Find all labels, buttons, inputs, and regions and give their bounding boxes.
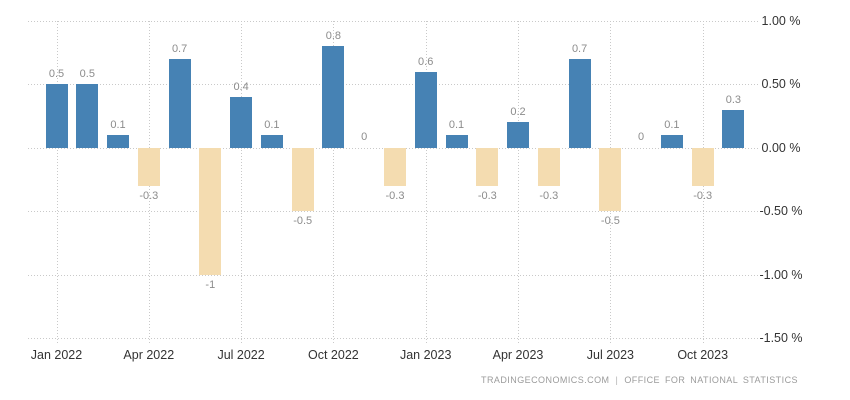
bar-value-label: -0.5 xyxy=(600,215,620,228)
bar-value-label: -0.3 xyxy=(139,189,159,202)
source-office-national-statistics: OFFICE FOR NATIONAL STATISTICS xyxy=(624,375,798,385)
bar-value-label: -0.3 xyxy=(385,189,405,202)
gridline-vertical xyxy=(241,21,243,345)
gridline-horizontal xyxy=(28,84,758,86)
bar-value-label: 0.1 xyxy=(664,119,680,132)
bar-negative[interactable] xyxy=(691,147,714,186)
bar-positive[interactable] xyxy=(722,109,745,148)
bar-positive[interactable] xyxy=(45,84,68,148)
bar-value-label: 0.3 xyxy=(725,93,742,106)
bar-negative[interactable] xyxy=(199,147,222,275)
bar-positive[interactable] xyxy=(168,59,191,148)
bar-negative[interactable] xyxy=(599,147,622,212)
bar-value-label: -1 xyxy=(205,278,216,291)
bar-value-label: 0.7 xyxy=(571,43,588,55)
bar-value-label: 0 xyxy=(638,130,645,143)
gridline-horizontal xyxy=(28,211,758,213)
gridline-vertical xyxy=(425,21,427,345)
gridline-horizontal xyxy=(28,338,758,339)
y-tick-label: 1.00 % xyxy=(761,14,801,28)
bar-value-label: -0.3 xyxy=(477,189,497,202)
y-tick-label: 0.50 % xyxy=(761,77,801,92)
bar-value-label: -0.3 xyxy=(693,189,713,202)
x-tick-label: Oct 2023 xyxy=(677,348,729,362)
bar-positive[interactable] xyxy=(260,135,283,148)
bar-positive[interactable] xyxy=(568,59,591,148)
x-tick-label: Jul 2022 xyxy=(217,348,265,362)
bar-value-label: 0.5 xyxy=(48,68,65,81)
gridline-horizontal xyxy=(28,274,758,276)
bar-positive[interactable] xyxy=(660,135,683,148)
bar-negative[interactable] xyxy=(384,147,406,186)
bar-value-label: 0 xyxy=(361,130,368,143)
gridline-vertical xyxy=(518,21,519,345)
gridline-vertical xyxy=(333,21,335,345)
bar-value-label: 0.7 xyxy=(171,43,188,55)
source-tradingeconomics: TRADINGECONOMICS.COM xyxy=(481,375,610,385)
bar-positive[interactable] xyxy=(507,122,529,148)
bar-positive[interactable] xyxy=(76,84,99,148)
y-tick-label: -1.00 % xyxy=(759,267,803,282)
gridline-vertical xyxy=(56,21,58,345)
bar-value-label: 0.1 xyxy=(110,119,126,132)
y-tick-label: 0.00 % xyxy=(761,140,801,155)
bar-negative[interactable] xyxy=(291,147,314,212)
bar-value-label: -0.3 xyxy=(539,189,559,202)
x-tick-label: Jul 2023 xyxy=(586,348,635,362)
bar-positive[interactable] xyxy=(322,46,345,148)
bar-negative[interactable] xyxy=(537,147,560,186)
x-tick-label: Jan 2022 xyxy=(30,348,83,362)
attribution-separator: | xyxy=(615,375,619,385)
bar-positive[interactable] xyxy=(414,71,437,148)
chart-attribution: TRADINGECONOMICS.COM | OFFICE FOR NATIONAL… xyxy=(481,375,798,385)
bar-value-label: 0.8 xyxy=(325,30,342,43)
bar-value-label: 0.2 xyxy=(510,106,526,119)
bar-positive[interactable] xyxy=(107,135,129,148)
bar-negative[interactable] xyxy=(476,147,499,186)
bar-value-label: 0.4 xyxy=(233,81,249,94)
x-tick-label: Apr 2022 xyxy=(123,348,175,362)
bar-value-label: -0.5 xyxy=(293,215,313,228)
gridline-horizontal xyxy=(28,21,758,22)
x-tick-label: Jan 2023 xyxy=(399,348,452,362)
x-tick-label: Apr 2023 xyxy=(492,348,544,362)
y-tick-label: -1.50 % xyxy=(759,331,803,345)
bar-positive[interactable] xyxy=(230,97,253,148)
x-tick-label: Oct 2022 xyxy=(308,348,359,362)
y-tick-label: -0.50 % xyxy=(759,204,803,219)
bar-positive[interactable] xyxy=(445,135,468,148)
bar-value-label: 0.6 xyxy=(418,55,434,68)
bar-value-label: 0.5 xyxy=(79,68,95,81)
bar-negative[interactable] xyxy=(137,147,160,186)
bar-value-label: 0.1 xyxy=(448,119,465,132)
bar-value-label: 0.1 xyxy=(264,119,280,132)
